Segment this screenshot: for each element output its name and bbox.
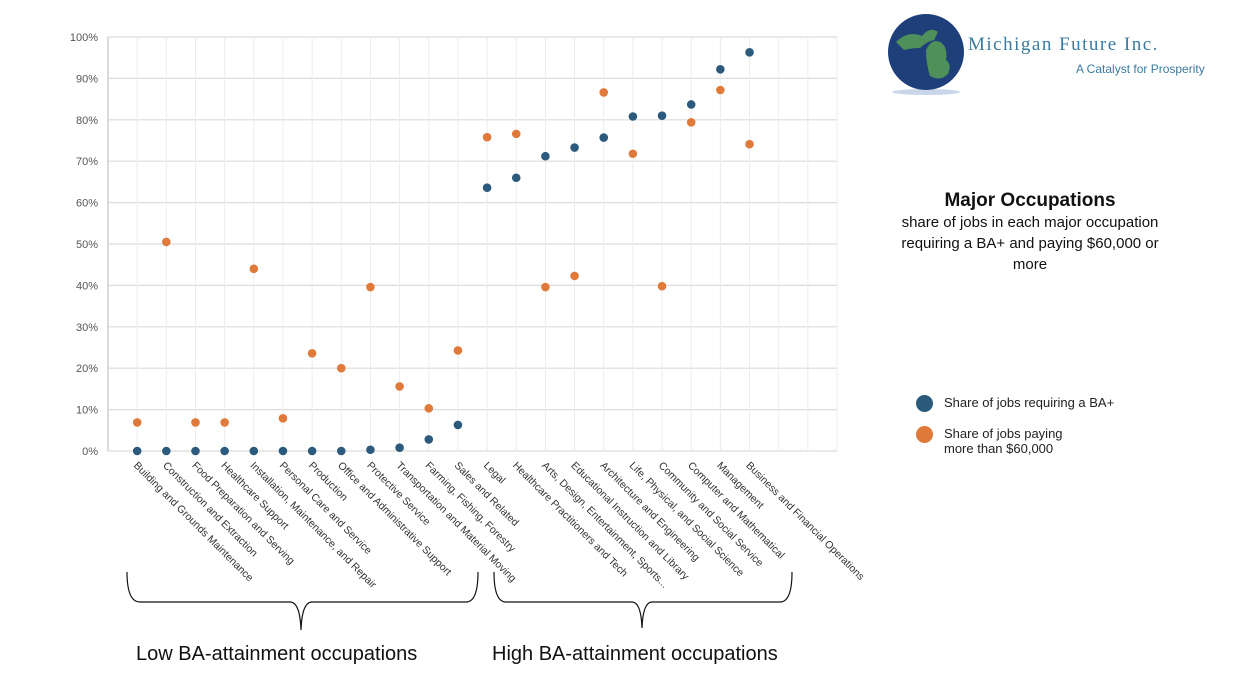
y-tick-label: 80% [76,115,98,127]
pay-share-point [453,346,463,355]
ba-share-point [132,446,142,456]
ba-share-point [657,111,667,120]
x-category-label: Legal [481,460,508,487]
gridlines [107,36,838,452]
pay-share-point [745,139,754,149]
legend-label-pay: Share of jobs paying more than $60,000 [944,426,1063,456]
y-tick-label: 50% [76,239,98,251]
pay-share-point [511,129,521,139]
ba-share-point [220,446,229,456]
ba-share-point [686,100,696,109]
pay-share-point [716,85,725,95]
ba-share-point [745,48,754,57]
legend-item-ba: Share of jobs requiring a BA+ [916,395,1136,412]
pay-share-point [336,363,346,373]
low-group-brace [126,571,479,631]
pay-share-point [366,282,375,292]
pay-share-point [162,237,171,247]
pay-share-point [132,418,142,427]
y-tick-label: 30% [76,322,98,334]
pay-share-point [249,264,259,274]
y-tick-label: 100% [70,32,98,44]
pay-share-point [220,418,229,427]
y-tick-label: 20% [76,363,98,375]
y-tick-label: 0% [82,446,98,458]
legend-item-pay: Share of jobs paying more than $60,000 [916,426,1136,456]
pay-share-point [599,88,609,97]
ba-share-point [716,64,725,74]
chart-title-block: Major Occupations share of jobs in each … [900,190,1160,275]
logo: Michigan Future Inc. A Catalyst for Pros… [886,12,1205,101]
ba-share-point [307,446,317,456]
ba-share-point [453,420,463,430]
legend-label-ba: Share of jobs requiring a BA+ [944,395,1115,410]
pay-share-point [686,117,696,127]
low-group-label: Low BA-attainment occupations [136,643,418,665]
ba-share-point [278,446,288,456]
y-tick-label: 60% [76,198,98,210]
ba-share-point [541,151,550,161]
y-tick-label: 10% [76,405,98,417]
pay-share-point [424,404,434,413]
ba-share-point [249,446,259,456]
ba-share-point [628,112,638,121]
pay-share-point [395,382,404,391]
pay-share-point [541,282,550,292]
legend-marker-ba [916,395,933,412]
legend-marker-pay [916,426,933,443]
ba-share-point [599,133,609,142]
ba-share-point [424,435,434,444]
pay-share-point [191,418,200,427]
pay-share-point [628,149,638,159]
pay-share-point [570,271,579,281]
high-group-brace [493,571,793,629]
ba-share-point [162,446,171,456]
ba-share-point [482,183,492,192]
logo-tagline: A Catalyst for Prosperity [1076,62,1205,76]
group-braces [126,571,793,631]
data-points [132,48,754,456]
legend: Share of jobs requiring a BA+ Share of j… [916,395,1136,470]
globe-logo-icon [888,14,964,95]
y-tick-label: 70% [76,156,98,168]
ba-share-point [570,143,579,152]
pay-share-point [307,348,317,358]
ba-share-point [366,445,375,455]
pay-share-point [278,413,288,423]
pay-share-point [482,132,492,142]
x-axis-categories: Building and Grounds MaintenanceConstruc… [131,460,867,591]
chart-subtitle: share of jobs in each major occupation r… [901,214,1159,273]
ba-share-point [395,443,404,452]
ba-share-point [511,173,521,183]
chart-title: Major Occupations [944,190,1116,211]
ba-share-point [336,446,346,456]
y-tick-label: 90% [76,73,98,85]
pay-share-point [657,281,667,291]
y-axis-ticks: 0% 10% 20% 30% 40% 50% 60% 70% 80% 90% 100% [70,32,98,458]
ba-share-point [191,446,200,456]
high-group-label: High BA-attainment occupations [492,643,778,665]
y-tick-label: 40% [76,280,98,292]
logo-name: Michigan Future Inc. [968,34,1159,55]
